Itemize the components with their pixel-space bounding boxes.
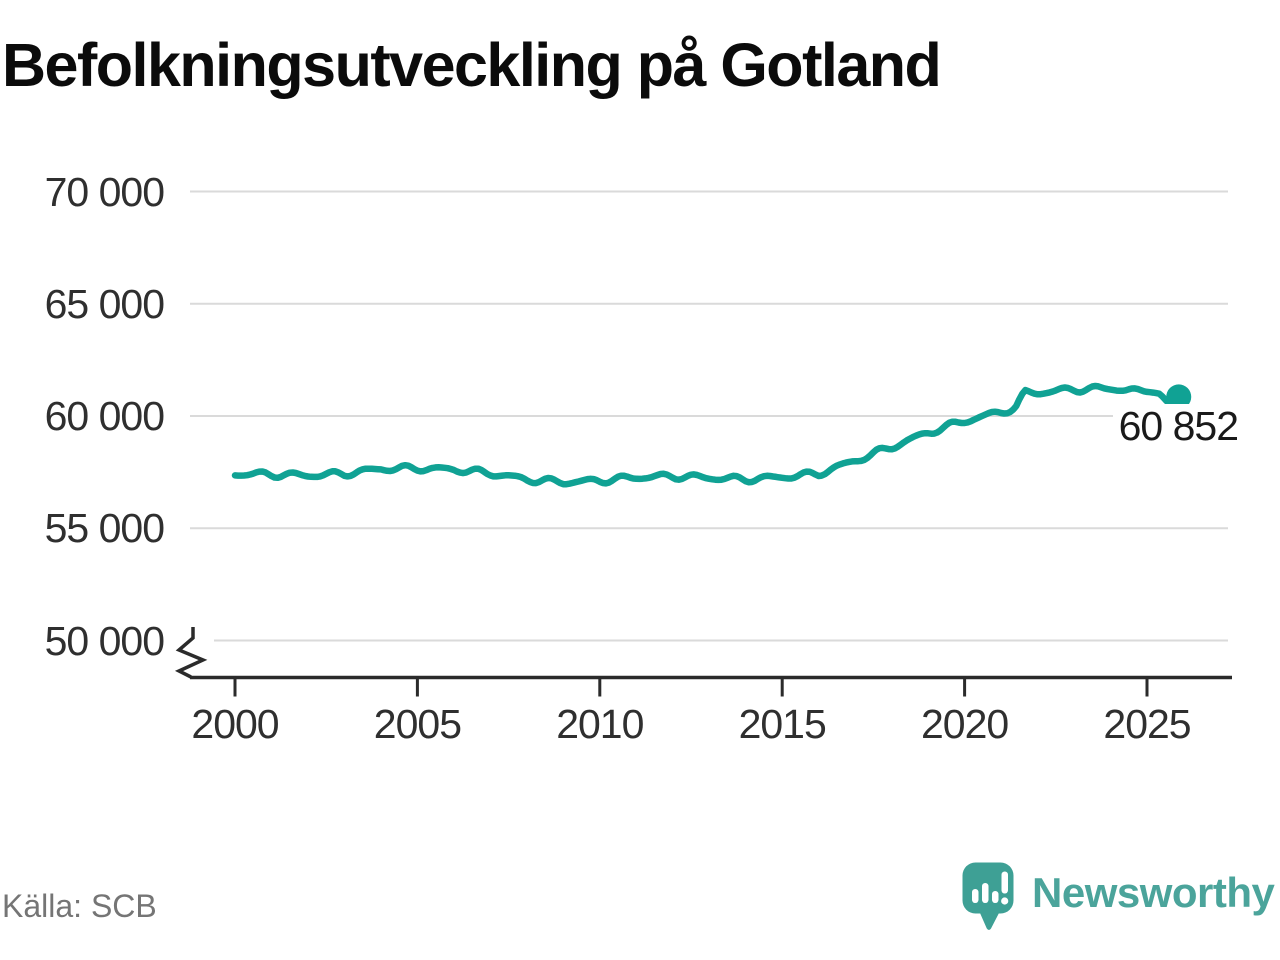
y-axis-tick-label: 60 000 <box>44 393 165 439</box>
x-axis-tick-label: 2015 <box>738 701 827 747</box>
y-axis-tick-label: 55 000 <box>44 505 165 552</box>
x-axis-tick-label: 2005 <box>373 701 462 747</box>
source-caption: Källa: SCB <box>2 888 157 924</box>
newsworthy-logo[interactable]: Newsworthy <box>961 861 1275 933</box>
chart-title: Befolkningsutveckling på Gotland <box>2 31 942 99</box>
newsworthy-wordmark: Newsworthy <box>1032 869 1275 916</box>
x-axis-tick-label: 2000 <box>191 701 279 747</box>
y-axis-tick-label: 65 000 <box>44 280 165 327</box>
newsworthy-bubble-chart-icon <box>962 862 1014 930</box>
x-axis-tick-label: 2020 <box>920 701 1009 747</box>
end-value-label: 60 852 <box>1112 404 1240 448</box>
y-axis-tick-label: 50 000 <box>44 617 165 664</box>
x-axis-tick-label: 2025 <box>1103 701 1191 747</box>
y-axis-tick-label: 70 000 <box>44 168 165 215</box>
x-axis-tick-label: 2010 <box>556 701 644 747</box>
